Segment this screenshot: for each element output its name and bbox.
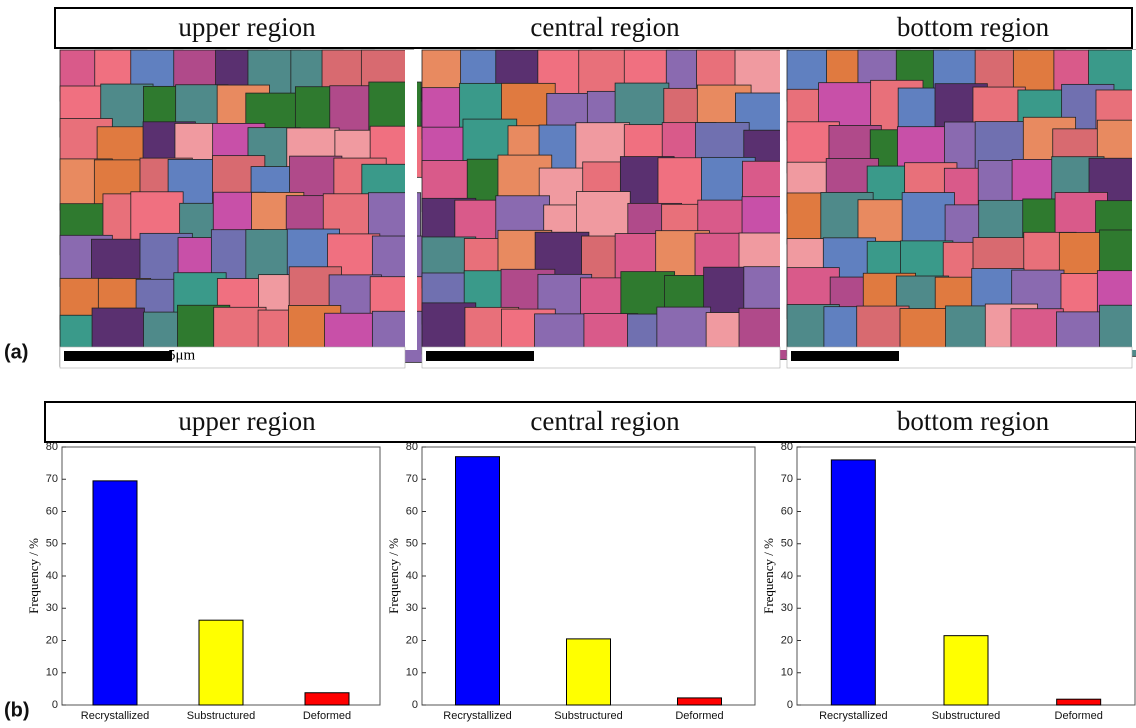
y-tick-label: 10 [406,667,418,679]
x-tick-label: Recrystallized [81,710,149,722]
y-tick-label: 30 [46,602,58,614]
x-tick-label: Deformed [303,710,351,722]
map-mask [1132,50,1136,350]
chart-title: upper region [178,406,316,436]
y-tick-label: 70 [406,473,418,485]
y-tick-label: 70 [781,473,793,485]
x-tick-label: Deformed [1055,710,1103,722]
x-tick-label: Recrystallized [443,710,511,722]
y-tick-label: 70 [46,473,58,485]
y-tick-label: 20 [781,634,793,646]
y-tick-label: 20 [406,634,418,646]
y-tick-label: 60 [781,505,793,517]
x-tick-label: Substructured [187,710,255,722]
x-tick-label: Deformed [675,710,723,722]
y-tick-label: 30 [781,602,793,614]
y-tick-label: 50 [46,538,58,550]
chart-title: bottom region [897,406,1050,436]
y-axis-label: Frequency / % [26,538,41,614]
chart-title: central region [530,406,680,436]
map-title: bottom region [897,12,1050,42]
y-tick-label: 40 [406,570,418,582]
bar [199,620,243,705]
y-tick-label: 30 [406,602,418,614]
y-tick-label: 0 [52,699,58,711]
y-tick-label: 80 [406,441,418,453]
y-tick-label: 0 [412,699,418,711]
y-tick-label: 40 [781,570,793,582]
x-tick-label: Substructured [554,710,622,722]
y-tick-label: 50 [406,538,418,550]
y-axis-label: Frequency / % [761,538,776,614]
bar [456,457,500,705]
y-tick-label: 60 [46,505,58,517]
bar [944,636,988,705]
y-tick-label: 20 [46,634,58,646]
figure: upper region central region bottom regio… [0,0,1136,723]
bar [567,639,611,705]
bar [831,460,875,705]
bar [93,481,137,705]
y-tick-label: 10 [46,667,58,679]
x-tick-label: Recrystallized [819,710,887,722]
x-tick-label: Substructured [932,710,1000,722]
y-tick-label: 40 [46,570,58,582]
y-tick-label: 80 [46,441,58,453]
panel-label: (b) [4,699,30,721]
scale-label: 5μm [168,347,196,363]
bar [1057,699,1101,705]
y-tick-label: 60 [406,505,418,517]
map-title: upper region [178,12,316,42]
panel-label: (a) [4,341,28,363]
y-tick-label: 0 [787,699,793,711]
y-tick-label: 80 [781,441,793,453]
bar [678,698,722,705]
bar [305,693,349,705]
scale-bar [791,351,899,361]
ebsd-maps [60,50,1136,368]
scale-bar [64,351,172,361]
map-mask [405,50,417,350]
y-tick-label: 10 [781,667,793,679]
map-title: central region [530,12,680,42]
y-axis-label: Frequency / % [386,538,401,614]
y-tick-label: 50 [781,538,793,550]
scale-bar [426,351,534,361]
